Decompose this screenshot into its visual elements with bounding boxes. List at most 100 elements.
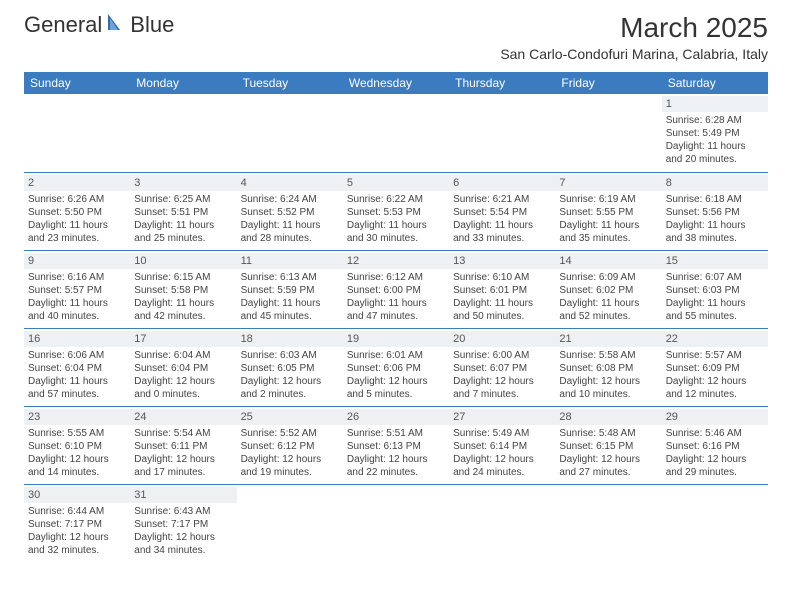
sunrise-text: Sunrise: 5:51 AM [347, 427, 445, 440]
sunset-text: Sunset: 6:16 PM [666, 440, 764, 453]
day-number: 18 [237, 331, 343, 347]
daylight-text: Daylight: 11 hours [666, 297, 764, 310]
daylight-text: Daylight: 12 hours [134, 531, 232, 544]
day-number: 27 [449, 409, 555, 425]
daylight-text: and 28 minutes. [241, 232, 339, 245]
daylight-text: Daylight: 11 hours [28, 219, 126, 232]
sunrise-text: Sunrise: 5:52 AM [241, 427, 339, 440]
daylight-text: and 17 minutes. [134, 466, 232, 479]
sunrise-text: Sunrise: 6:13 AM [241, 271, 339, 284]
daylight-text: and 27 minutes. [559, 466, 657, 479]
day-number: 3 [130, 175, 236, 191]
daylight-text: Daylight: 11 hours [28, 297, 126, 310]
calendar-cell: 10Sunrise: 6:15 AMSunset: 5:58 PMDayligh… [130, 250, 236, 328]
sunset-text: Sunset: 7:17 PM [28, 518, 126, 531]
calendar-row: 23Sunrise: 5:55 AMSunset: 6:10 PMDayligh… [24, 406, 768, 484]
sunrise-text: Sunrise: 6:18 AM [666, 193, 764, 206]
calendar-cell: 21Sunrise: 5:58 AMSunset: 6:08 PMDayligh… [555, 328, 661, 406]
calendar-cell: 14Sunrise: 6:09 AMSunset: 6:02 PMDayligh… [555, 250, 661, 328]
day-number: 17 [130, 331, 236, 347]
sunset-text: Sunset: 6:13 PM [347, 440, 445, 453]
sunrise-text: Sunrise: 6:06 AM [28, 349, 126, 362]
sunrise-text: Sunrise: 6:04 AM [134, 349, 232, 362]
sail-icon [106, 12, 128, 38]
daylight-text: Daylight: 12 hours [347, 453, 445, 466]
dayheader: Thursday [449, 72, 555, 94]
day-number: 12 [343, 253, 449, 269]
sunset-text: Sunset: 6:11 PM [134, 440, 232, 453]
sunrise-text: Sunrise: 5:46 AM [666, 427, 764, 440]
daylight-text: and 40 minutes. [28, 310, 126, 323]
daylight-text: and 30 minutes. [347, 232, 445, 245]
calendar-row: 9Sunrise: 6:16 AMSunset: 5:57 PMDaylight… [24, 250, 768, 328]
daylight-text: and 2 minutes. [241, 388, 339, 401]
day-number: 6 [449, 175, 555, 191]
sunrise-text: Sunrise: 6:10 AM [453, 271, 551, 284]
sunset-text: Sunset: 6:00 PM [347, 284, 445, 297]
sunrise-text: Sunrise: 6:26 AM [28, 193, 126, 206]
daylight-text: Daylight: 12 hours [134, 375, 232, 388]
daylight-text: and 24 minutes. [453, 466, 551, 479]
daylight-text: and 20 minutes. [666, 153, 764, 166]
calendar-cell [343, 94, 449, 172]
sunset-text: Sunset: 6:14 PM [453, 440, 551, 453]
daylight-text: Daylight: 11 hours [559, 297, 657, 310]
sunset-text: Sunset: 5:50 PM [28, 206, 126, 219]
daylight-text: Daylight: 11 hours [666, 140, 764, 153]
sunrise-text: Sunrise: 6:43 AM [134, 505, 232, 518]
calendar-cell: 24Sunrise: 5:54 AMSunset: 6:11 PMDayligh… [130, 406, 236, 484]
calendar-cell [343, 484, 449, 562]
daylight-text: Daylight: 12 hours [28, 453, 126, 466]
daylight-text: Daylight: 12 hours [241, 375, 339, 388]
day-number: 20 [449, 331, 555, 347]
daylight-text: Daylight: 11 hours [347, 297, 445, 310]
sunset-text: Sunset: 5:57 PM [28, 284, 126, 297]
logo: GeneralBlue [24, 12, 174, 38]
sunset-text: Sunset: 5:53 PM [347, 206, 445, 219]
sunset-text: Sunset: 5:54 PM [453, 206, 551, 219]
day-number: 5 [343, 175, 449, 191]
sunrise-text: Sunrise: 5:58 AM [559, 349, 657, 362]
sunrise-text: Sunrise: 6:09 AM [559, 271, 657, 284]
day-number: 23 [24, 409, 130, 425]
day-number: 28 [555, 409, 661, 425]
sunrise-text: Sunrise: 6:00 AM [453, 349, 551, 362]
day-number: 30 [24, 487, 130, 503]
calendar-cell [130, 94, 236, 172]
calendar-cell: 16Sunrise: 6:06 AMSunset: 6:04 PMDayligh… [24, 328, 130, 406]
calendar-cell: 3Sunrise: 6:25 AMSunset: 5:51 PMDaylight… [130, 172, 236, 250]
sunset-text: Sunset: 5:51 PM [134, 206, 232, 219]
day-number: 9 [24, 253, 130, 269]
daylight-text: Daylight: 11 hours [666, 219, 764, 232]
daylight-text: and 32 minutes. [28, 544, 126, 557]
daylight-text: and 52 minutes. [559, 310, 657, 323]
daylight-text: Daylight: 12 hours [666, 375, 764, 388]
dayheader: Tuesday [237, 72, 343, 94]
day-number: 13 [449, 253, 555, 269]
sunset-text: Sunset: 6:04 PM [28, 362, 126, 375]
daylight-text: and 23 minutes. [28, 232, 126, 245]
calendar-cell [449, 94, 555, 172]
day-number: 8 [662, 175, 768, 191]
day-number: 31 [130, 487, 236, 503]
day-number: 24 [130, 409, 236, 425]
daylight-text: and 57 minutes. [28, 388, 126, 401]
calendar-cell: 31Sunrise: 6:43 AMSunset: 7:17 PMDayligh… [130, 484, 236, 562]
daylight-text: Daylight: 12 hours [666, 453, 764, 466]
sunrise-text: Sunrise: 6:16 AM [28, 271, 126, 284]
calendar-cell: 9 Sunrise: 6:16 AMSunset: 5:57 PMDaylight… [24, 250, 130, 328]
sunrise-text: Sunrise: 5:57 AM [666, 349, 764, 362]
calendar-cell: 17Sunrise: 6:04 AMSunset: 6:04 PMDayligh… [130, 328, 236, 406]
sunset-text: Sunset: 5:56 PM [666, 206, 764, 219]
sunrise-text: Sunrise: 6:28 AM [666, 114, 764, 127]
sunrise-text: Sunrise: 6:03 AM [241, 349, 339, 362]
daylight-text: and 0 minutes. [134, 388, 232, 401]
calendar-cell: 23Sunrise: 5:55 AMSunset: 6:10 PMDayligh… [24, 406, 130, 484]
daylight-text: and 19 minutes. [241, 466, 339, 479]
calendar-cell: 25Sunrise: 5:52 AMSunset: 6:12 PMDayligh… [237, 406, 343, 484]
daylight-text: Daylight: 11 hours [241, 297, 339, 310]
day-number: 21 [555, 331, 661, 347]
page-subtitle: San Carlo-Condofuri Marina, Calabria, It… [500, 46, 768, 62]
day-number: 2 [24, 175, 130, 191]
calendar-cell [662, 484, 768, 562]
